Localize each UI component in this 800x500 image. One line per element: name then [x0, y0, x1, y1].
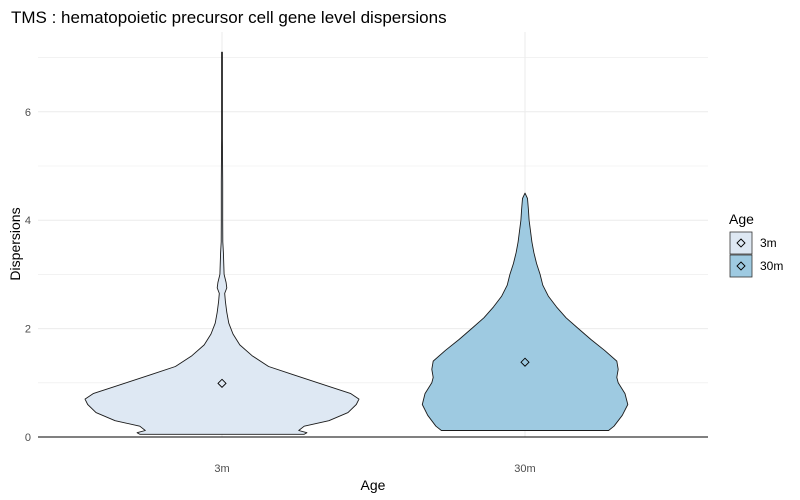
x-tick-label: 30m — [514, 463, 535, 475]
y-tick-label: 0 — [25, 432, 31, 444]
violin-30m — [421, 192, 629, 431]
mean-marker-30m — [520, 357, 530, 367]
violins — [84, 51, 629, 435]
legend-label-30m: 30m — [760, 259, 783, 273]
legend: Age 3m 30m — [729, 211, 783, 278]
tick-labels: 0 2 4 6 3m 30m — [25, 107, 536, 475]
x-tick-label: 3m — [214, 463, 229, 475]
x-axis-title: Age — [361, 477, 386, 493]
legend-marker-3m — [736, 238, 746, 248]
y-tick-label: 6 — [25, 107, 31, 119]
legend-entries: 3m 30m — [729, 231, 783, 278]
legend-title: Age — [729, 211, 754, 227]
y-tick-label: 2 — [25, 324, 31, 336]
legend-key-3m — [729, 231, 753, 255]
mean-marker-3m — [217, 378, 227, 388]
violin-3m — [84, 51, 360, 435]
y-tick-label: 4 — [25, 215, 31, 227]
chart-title: TMS : hematopoietic precursor cell gene … — [11, 8, 447, 27]
legend-key-30m — [729, 254, 753, 278]
legend-label-3m: 3m — [760, 236, 777, 250]
legend-marker-30m — [736, 261, 746, 271]
y-axis-title: Dispersions — [7, 207, 23, 280]
